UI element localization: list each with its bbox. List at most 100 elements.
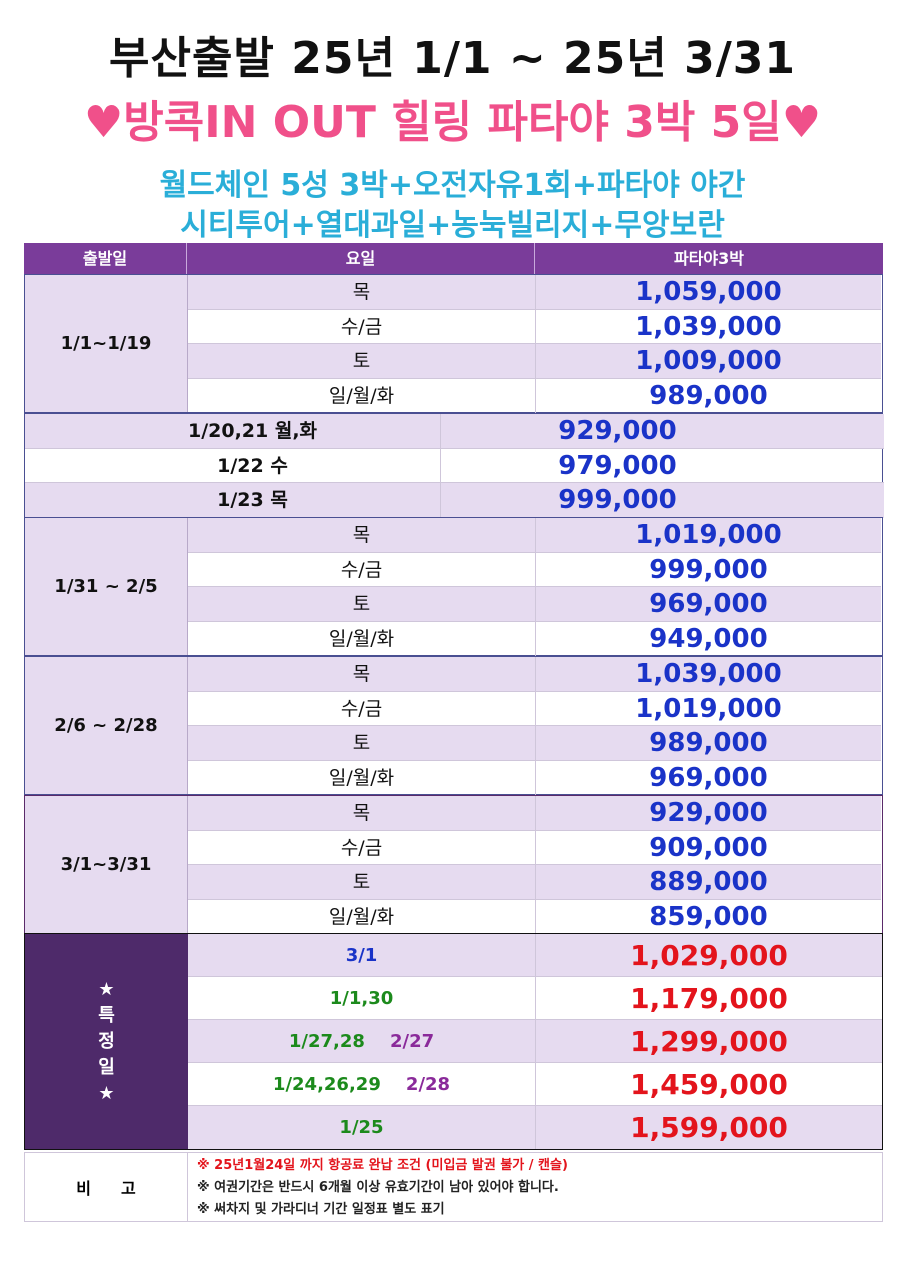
price-cell: 1,019,000 bbox=[635, 693, 782, 724]
note-line: ※ 여권기간은 반드시 6개월 이상 유효기간이 남아 있어야 합니다. bbox=[197, 1180, 559, 1195]
weekday-cell: 목 bbox=[188, 518, 536, 552]
special-date-cell: 1/1,30 bbox=[188, 977, 536, 1019]
special-date-cell: 1/27,28 2/27 bbox=[188, 1020, 536, 1062]
special-price-cell: 1,299,000 bbox=[630, 1025, 788, 1058]
price-cell: 1,019,000 bbox=[635, 520, 782, 550]
special-date-cell: 1/25 bbox=[188, 1106, 536, 1149]
table-row: 목 1,019,000 bbox=[188, 518, 881, 553]
weekday-cell: 일/월/화 bbox=[188, 760, 536, 795]
price-cell: 1,039,000 bbox=[635, 311, 782, 342]
special-date: 1/1,30 bbox=[329, 988, 394, 1009]
price-cell: 1,009,000 bbox=[635, 346, 782, 376]
special-date: 3/1 bbox=[345, 945, 378, 966]
table-row: 1/22 수 979,000 bbox=[25, 448, 884, 483]
table-row: 3/1 1,029,000 bbox=[188, 934, 882, 977]
note-line: ※ 25년1월24일 까지 항공료 완납 조건 (미입금 발권 불가 / 캔슬) bbox=[197, 1158, 568, 1173]
special-label-char: 정 bbox=[98, 1030, 115, 1052]
price-cell: 859,000 bbox=[649, 901, 768, 932]
table-row: 1/24,26,29 2/28 1,459,000 bbox=[188, 1063, 882, 1106]
weekday-cell: 목 bbox=[188, 275, 536, 309]
weekday-cell: 수/금 bbox=[188, 830, 536, 864]
table-row: 1/25 1,599,000 bbox=[188, 1106, 882, 1149]
weekday-cell: 토 bbox=[188, 587, 536, 621]
star-icon: ★ bbox=[98, 978, 115, 1000]
package-description-line-1: 월드체인 5성 3박+오전자유1회+파타야 야간 bbox=[159, 168, 746, 203]
date-cell: 1/20,21 월,화 bbox=[25, 414, 441, 448]
special-date-cell: 1/24,26,29 2/28 bbox=[188, 1063, 536, 1105]
notes-body: ※ 25년1월24일 까지 항공료 완납 조건 (미입금 발권 불가 / 캔슬)… bbox=[197, 1155, 568, 1221]
table-row: 1/23 목 999,000 bbox=[25, 483, 884, 518]
price-group: 1/1~1/19 목 1,059,000 수/금 1,039,000 토 1,009,… bbox=[24, 274, 883, 413]
package-description-line-2: 시티투어+열대과일+농눅빌리지+무앙보란 bbox=[180, 208, 725, 243]
price-cell: 929,000 bbox=[558, 416, 677, 446]
weekday-cell: 토 bbox=[188, 865, 536, 899]
weekday-cell: 토 bbox=[188, 726, 536, 760]
price-cell: 889,000 bbox=[649, 867, 768, 897]
special-price-cell: 1,029,000 bbox=[630, 939, 788, 972]
table-row: 토 1,009,000 bbox=[188, 344, 881, 379]
special-date-jan: 1/27,28 bbox=[288, 1031, 365, 1052]
weekday-cell: 목 bbox=[188, 796, 536, 830]
table-row: 토 889,000 bbox=[188, 865, 881, 900]
price-cell: 989,000 bbox=[649, 728, 768, 758]
price-cell: 1,059,000 bbox=[635, 277, 782, 307]
price-cell: 999,000 bbox=[649, 554, 768, 585]
weekday-cell: 수/금 bbox=[188, 309, 536, 343]
header-price: 파타야3박 bbox=[673, 249, 744, 268]
special-label-char: 일 bbox=[98, 1056, 115, 1078]
table-row: 수/금 1,019,000 bbox=[188, 691, 881, 726]
price-cell: 929,000 bbox=[649, 798, 768, 828]
date-cell: 1/22 수 bbox=[25, 448, 441, 482]
note-line: ※ 써차지 및 가라디너 기간 일정표 별도 표기 bbox=[197, 1202, 445, 1217]
table-row: 일/월/화 989,000 bbox=[188, 378, 881, 413]
table-row: 일/월/화 859,000 bbox=[188, 899, 881, 934]
table-row: 목 929,000 bbox=[188, 796, 881, 831]
table-row: 1/1,30 1,179,000 bbox=[188, 977, 882, 1020]
price-cell: 979,000 bbox=[558, 450, 677, 481]
weekday-cell: 일/월/화 bbox=[188, 621, 536, 656]
weekday-cell: 토 bbox=[188, 344, 536, 378]
weekday-cell: 일/월/화 bbox=[188, 378, 536, 413]
special-date-cell: 3/1 bbox=[188, 934, 536, 976]
price-group: 1/31 ~ 2/5 목 1,019,000 수/금 999,000 토 969,00… bbox=[24, 517, 883, 656]
table-row: 토 969,000 bbox=[188, 587, 881, 622]
table-row: 목 1,059,000 bbox=[188, 275, 881, 310]
group-date-range: 1/1~1/19 bbox=[25, 275, 188, 412]
group-date-range: 3/1~3/31 bbox=[25, 796, 188, 933]
weekday-cell: 목 bbox=[188, 657, 536, 691]
special-price-cell: 1,599,000 bbox=[630, 1111, 788, 1144]
table-row: 목 1,039,000 bbox=[188, 657, 881, 692]
star-icon: ★ bbox=[98, 1082, 115, 1104]
table-row: 1/27,28 2/27 1,299,000 bbox=[188, 1020, 882, 1063]
weekday-cell: 수/금 bbox=[188, 691, 536, 725]
notes-label: 비고 bbox=[25, 1153, 188, 1221]
notes-section: 비고 ※ 25년1월24일 까지 항공료 완납 조건 (미입금 발권 불가 / … bbox=[24, 1152, 883, 1222]
table-row: 수/금 999,000 bbox=[188, 552, 881, 587]
table-row: 1/20,21 월,화 929,000 bbox=[25, 414, 884, 449]
header-weekday: 요일 bbox=[187, 243, 535, 274]
price-cell: 969,000 bbox=[649, 589, 768, 619]
price-group: 2/6 ~ 2/28 목 1,039,000 수/금 1,019,000 토 989,… bbox=[24, 656, 883, 795]
table-row: 일/월/화 969,000 bbox=[188, 760, 881, 795]
special-dates-label: ★ 특 정 일 ★ bbox=[25, 934, 188, 1149]
special-dates-section: ★ 특 정 일 ★ 3/1 1,029,000 1/1,30 1,179,000… bbox=[24, 933, 883, 1150]
table-row: 일/월/화 949,000 bbox=[188, 621, 881, 656]
group-date-range: 1/31 ~ 2/5 bbox=[25, 518, 188, 655]
price-cell: 999,000 bbox=[558, 485, 677, 515]
table-header: 출발일 요일 파타야3박 bbox=[24, 243, 883, 274]
header-departure-date: 출발일 bbox=[24, 243, 187, 274]
table-row: 수/금 1,039,000 bbox=[188, 309, 881, 344]
page-title: 부산출발 25년 1/1 ~ 25년 3/31 bbox=[108, 33, 797, 84]
table-row: 수/금 909,000 bbox=[188, 830, 881, 865]
weekday-cell: 일/월/화 bbox=[188, 899, 536, 934]
price-group-single-dates: 1/20,21 월,화 929,000 1/22 수 979,000 1/23 목 9… bbox=[24, 413, 884, 518]
weekday-cell: 수/금 bbox=[188, 552, 536, 586]
date-cell: 1/23 목 bbox=[25, 483, 441, 518]
special-date-feb: 2/28 bbox=[405, 1074, 451, 1095]
table-row: 토 989,000 bbox=[188, 726, 881, 761]
package-title: ♥방콕IN OUT 힐링 파타야 3박 5일♥ bbox=[83, 97, 822, 148]
price-cell: 969,000 bbox=[649, 762, 768, 793]
special-price-cell: 1,179,000 bbox=[630, 982, 788, 1015]
special-date: 1/25 bbox=[339, 1117, 384, 1138]
price-cell: 989,000 bbox=[649, 380, 768, 411]
